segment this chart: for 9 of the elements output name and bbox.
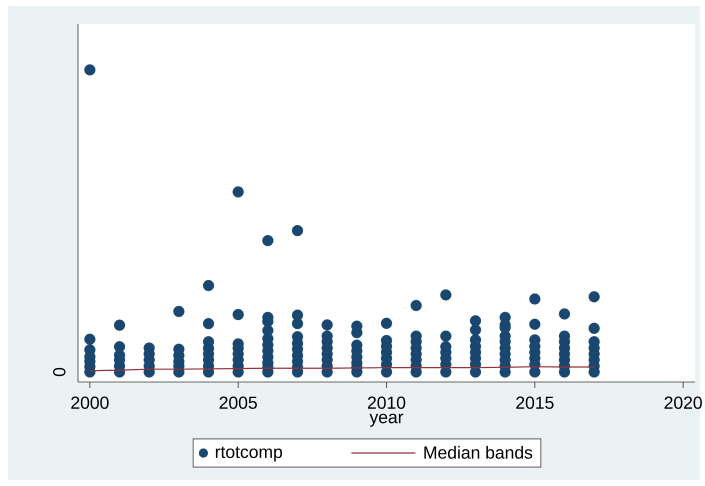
- x-tick-label: 2005: [220, 396, 257, 409]
- x-axis-title: year: [370, 414, 404, 427]
- text: 0: [53, 368, 66, 376]
- x-tick-label: 2020: [664, 396, 702, 409]
- x-tick-label: 2000: [71, 396, 109, 409]
- legend-label: Median bands: [424, 446, 532, 459]
- legend-label: rtotcomp: [216, 446, 282, 462]
- x-tick-label: 2010: [368, 396, 406, 409]
- x-tick-label: 2015: [516, 396, 554, 409]
